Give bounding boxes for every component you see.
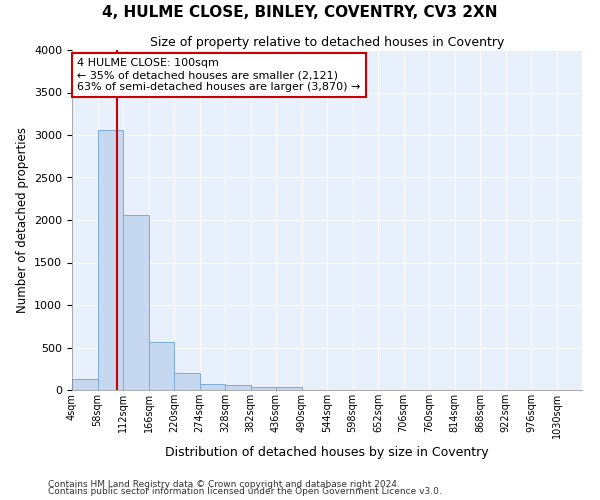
Bar <box>72 379 97 390</box>
Bar <box>251 387 276 390</box>
Text: 4 HULME CLOSE: 100sqm
← 35% of detached houses are smaller (2,121)
63% of semi-d: 4 HULME CLOSE: 100sqm ← 35% of detached … <box>77 58 361 92</box>
Text: Contains HM Land Registry data © Crown copyright and database right 2024.: Contains HM Land Registry data © Crown c… <box>48 480 400 489</box>
Bar <box>174 373 199 390</box>
Text: 4, HULME CLOSE, BINLEY, COVENTRY, CV3 2XN: 4, HULME CLOSE, BINLEY, COVENTRY, CV3 2X… <box>102 5 498 20</box>
Bar <box>97 130 123 390</box>
Bar <box>276 386 302 390</box>
Bar <box>225 386 251 390</box>
Text: Contains public sector information licensed under the Open Government Licence v3: Contains public sector information licen… <box>48 487 442 496</box>
Title: Size of property relative to detached houses in Coventry: Size of property relative to detached ho… <box>150 36 504 49</box>
Bar <box>123 215 149 390</box>
X-axis label: Distribution of detached houses by size in Coventry: Distribution of detached houses by size … <box>165 446 489 460</box>
Bar <box>200 384 225 390</box>
Bar <box>149 342 174 390</box>
Y-axis label: Number of detached properties: Number of detached properties <box>16 127 29 313</box>
